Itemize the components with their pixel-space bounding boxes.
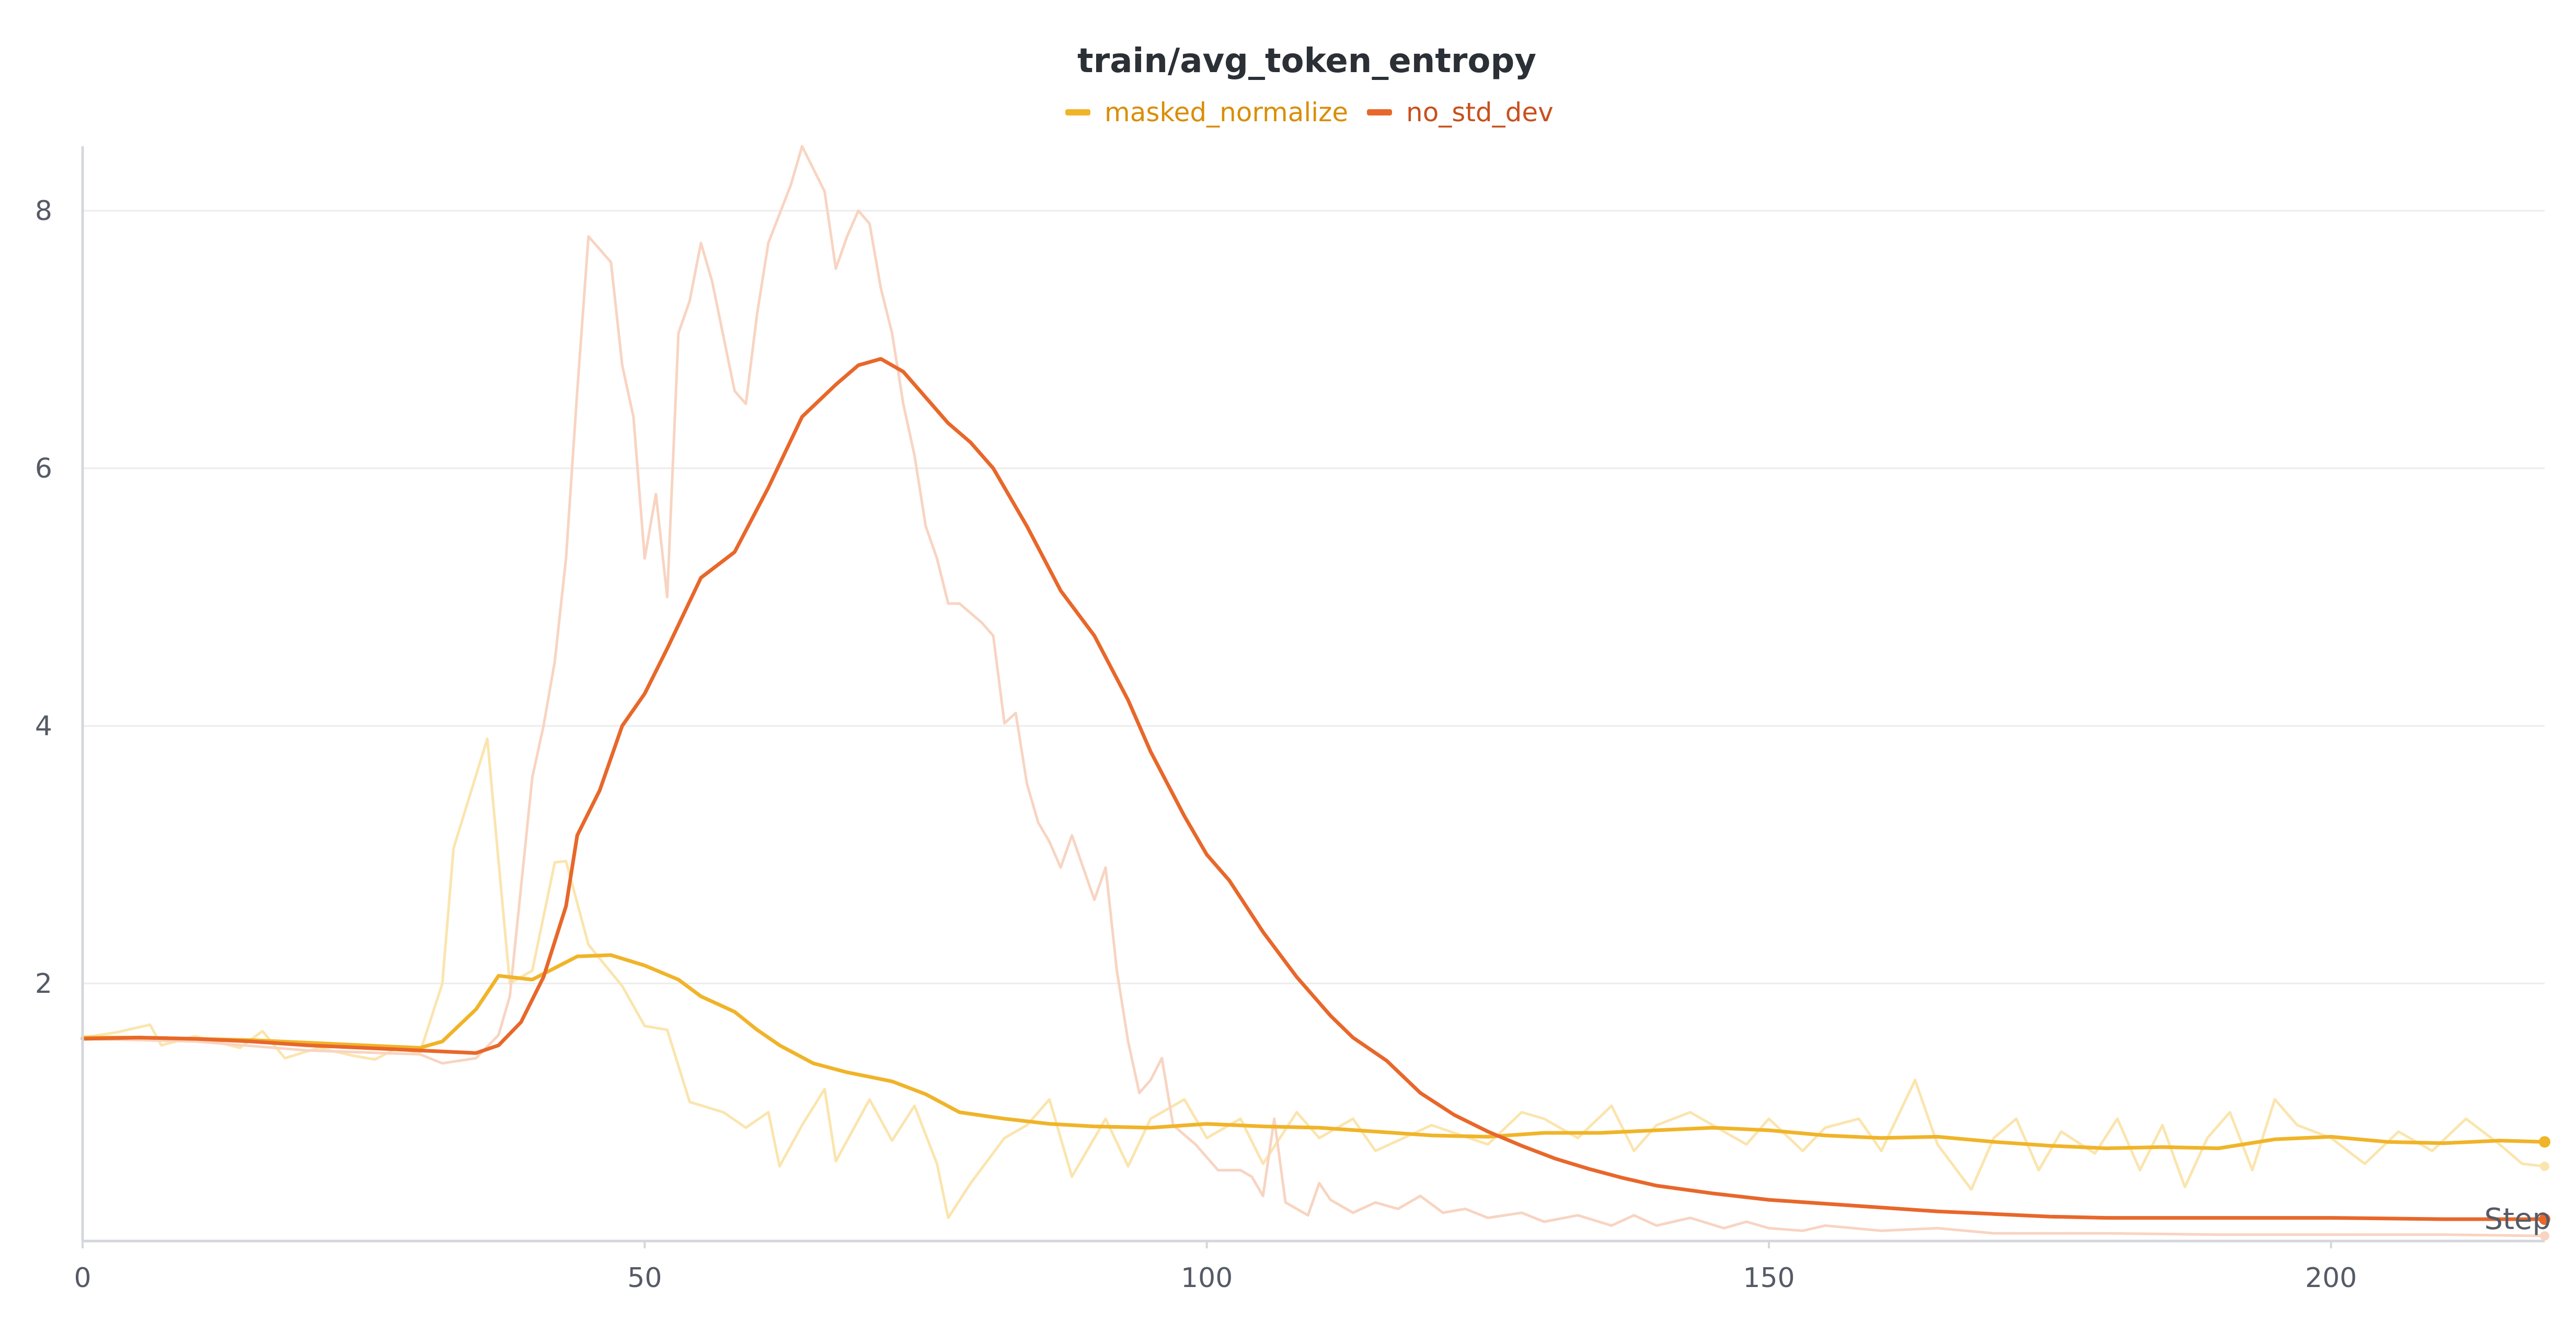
- raw-series-group: [82, 145, 2545, 1237]
- y-tick-label-4: 4: [35, 711, 52, 742]
- legend[interactable]: masked_normalize no_std_dev: [1065, 97, 1554, 128]
- legend-swatch-no-std-dev: [1367, 109, 1392, 115]
- legend-label-no-std-dev: no_std_dev: [1406, 97, 1554, 128]
- series-raw-masked-normalize: [82, 737, 2545, 1220]
- x-tick-label-100: 100: [1181, 1262, 1233, 1294]
- series-line-no-std-dev: [80, 357, 2547, 1221]
- y-tick-label-8: 8: [35, 195, 52, 227]
- x-tick-label-50: 50: [627, 1262, 662, 1294]
- endpoint-marker-masked-normalize: [2539, 1136, 2550, 1148]
- x-tick-label-200: 200: [2305, 1262, 2357, 1294]
- y-tick-label-6: 6: [35, 453, 52, 484]
- series-line-masked-normalize: [80, 953, 2547, 1150]
- smoothed-series-group: [80, 357, 2547, 1221]
- legend-label-masked-normalize: masked_normalize: [1105, 97, 1348, 128]
- x-tick-label-150: 150: [1743, 1262, 1795, 1294]
- endpoint-markers[interactable]: [2539, 1136, 2550, 1241]
- tick-labels: 2 4 6 8 0 50 100 150 200: [35, 195, 2357, 1294]
- endpoint-raw-no-std-dev: [2540, 1231, 2549, 1241]
- series-raw-no-std-dev: [82, 145, 2545, 1237]
- legend-item-no-std-dev[interactable]: no_std_dev: [1367, 97, 1554, 128]
- endpoint-raw-masked-normalize: [2540, 1162, 2549, 1172]
- legend-item-masked-normalize[interactable]: masked_normalize: [1065, 97, 1348, 128]
- endpoint-marker-no-std-dev: [2539, 1213, 2550, 1225]
- x-tick-label-0: 0: [74, 1262, 91, 1294]
- y-tick-label-2: 2: [35, 968, 52, 1000]
- axes: [81, 146, 2545, 1243]
- x-axis-label: Step: [2484, 1202, 2551, 1236]
- chart-title: train/avg_token_entropy: [1077, 42, 1536, 80]
- legend-swatch-masked-normalize: [1065, 109, 1090, 115]
- grid-lines: [83, 210, 2545, 984]
